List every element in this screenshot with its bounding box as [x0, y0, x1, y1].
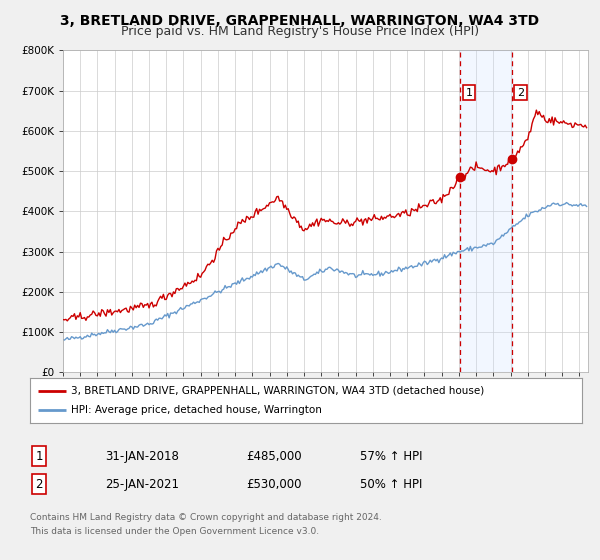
Text: Price paid vs. HM Land Registry's House Price Index (HPI): Price paid vs. HM Land Registry's House … — [121, 25, 479, 38]
Text: 31-JAN-2018: 31-JAN-2018 — [105, 450, 179, 463]
Text: 3, BRETLAND DRIVE, GRAPPENHALL, WARRINGTON, WA4 3TD: 3, BRETLAND DRIVE, GRAPPENHALL, WARRINGT… — [61, 14, 539, 28]
Text: 1: 1 — [35, 450, 43, 463]
Text: This data is licensed under the Open Government Licence v3.0.: This data is licensed under the Open Gov… — [30, 528, 319, 536]
Text: 1: 1 — [466, 88, 472, 97]
Text: £530,000: £530,000 — [246, 478, 302, 491]
Text: 3, BRETLAND DRIVE, GRAPPENHALL, WARRINGTON, WA4 3TD (detached house): 3, BRETLAND DRIVE, GRAPPENHALL, WARRINGT… — [71, 385, 485, 395]
Text: 25-JAN-2021: 25-JAN-2021 — [105, 478, 179, 491]
Text: 50% ↑ HPI: 50% ↑ HPI — [360, 478, 422, 491]
Text: 2: 2 — [517, 88, 524, 97]
Text: 57% ↑ HPI: 57% ↑ HPI — [360, 450, 422, 463]
Text: 2: 2 — [35, 478, 43, 491]
Text: HPI: Average price, detached house, Warrington: HPI: Average price, detached house, Warr… — [71, 405, 322, 416]
Bar — [460, 50, 512, 372]
Text: Contains HM Land Registry data © Crown copyright and database right 2024.: Contains HM Land Registry data © Crown c… — [30, 514, 382, 522]
Text: £485,000: £485,000 — [246, 450, 302, 463]
